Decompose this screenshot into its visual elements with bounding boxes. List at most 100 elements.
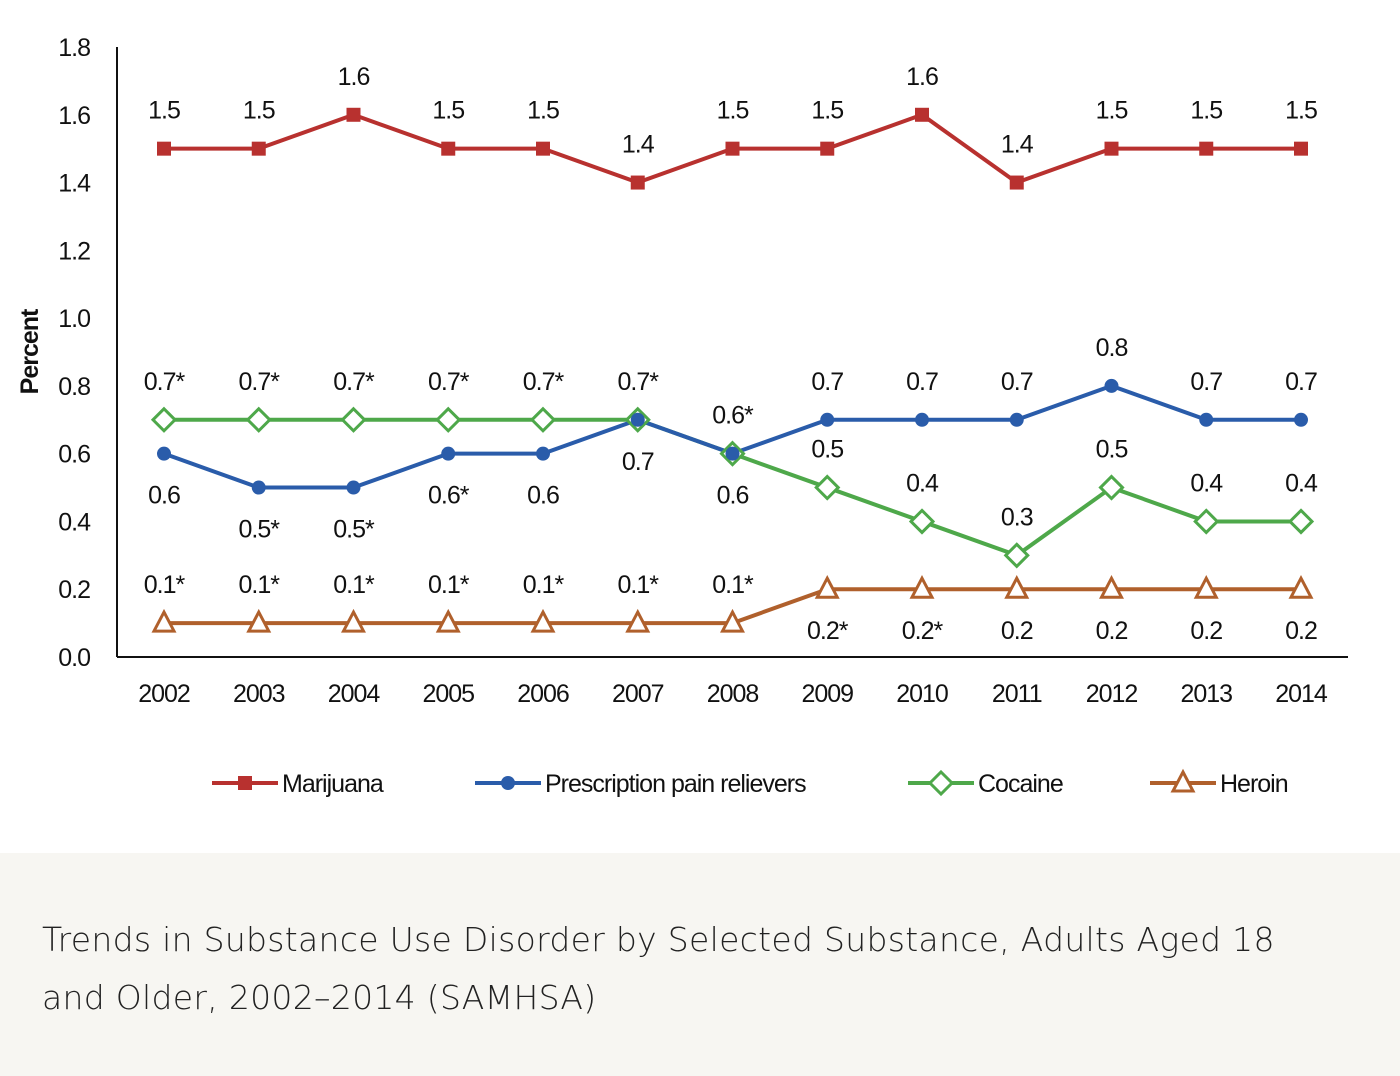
data-point bbox=[346, 107, 361, 122]
legend-marker-diamond bbox=[927, 769, 955, 797]
data-point bbox=[251, 141, 266, 156]
data-point bbox=[915, 412, 929, 427]
data-point bbox=[1104, 141, 1119, 156]
data-point bbox=[814, 575, 840, 599]
data-label: 0.6* bbox=[712, 402, 754, 430]
data-point bbox=[1288, 575, 1314, 599]
y-tick-label: 0.6 bbox=[58, 441, 90, 469]
legend-label: Prescription pain relievers bbox=[545, 770, 806, 798]
data-label: 1.4 bbox=[1001, 131, 1034, 159]
data-label: 0.7* bbox=[618, 368, 660, 396]
x-tick-label: 2006 bbox=[517, 680, 569, 708]
x-tick-label: 2013 bbox=[1180, 680, 1232, 708]
data-label: 0.4 bbox=[1285, 469, 1318, 497]
data-point bbox=[435, 608, 461, 633]
x-tick-label: 2014 bbox=[1275, 680, 1328, 708]
data-label: 0.7* bbox=[523, 368, 565, 396]
data-label: 0.8 bbox=[1096, 334, 1128, 362]
data-label: 0.1* bbox=[712, 571, 754, 599]
x-tick-label: 2003 bbox=[233, 680, 285, 708]
data-point bbox=[1104, 378, 1119, 393]
data-label: 0.7 bbox=[1190, 368, 1222, 396]
data-point bbox=[814, 474, 841, 501]
data-label: 0.7 bbox=[906, 368, 938, 396]
data-label: 0.1* bbox=[144, 571, 186, 599]
data-label: 1.6 bbox=[906, 63, 938, 91]
legend-marker-square bbox=[238, 776, 252, 790]
x-tick-label: 2005 bbox=[422, 680, 474, 708]
figure-caption-panel: Trends in Substance Use Disorder by Sele… bbox=[0, 853, 1400, 1076]
data-label: 0.7 bbox=[1285, 368, 1317, 396]
data-label: 0.5* bbox=[333, 516, 375, 544]
y-tick-label: 0.2 bbox=[58, 576, 90, 604]
data-label: 0.2* bbox=[902, 617, 944, 645]
data-label: 0.5 bbox=[811, 436, 843, 464]
data-point bbox=[1294, 412, 1308, 427]
x-tick-label: 2007 bbox=[612, 680, 664, 708]
data-label: 0.5* bbox=[239, 516, 281, 544]
x-tick-label: 2012 bbox=[1086, 680, 1138, 708]
data-point bbox=[1287, 508, 1315, 535]
data-point bbox=[441, 446, 456, 461]
data-label: 0.1* bbox=[523, 571, 565, 599]
data-label: 1.5 bbox=[243, 97, 275, 125]
data-point bbox=[251, 480, 266, 495]
y-tick-label: 0.0 bbox=[58, 644, 90, 672]
data-label: 0.7* bbox=[144, 368, 186, 396]
data-point bbox=[536, 141, 550, 156]
data-point bbox=[1003, 542, 1030, 569]
figure-caption: Trends in Substance Use Disorder by Sele… bbox=[42, 920, 1275, 1017]
x-tick-label: 2008 bbox=[707, 680, 759, 708]
y-tick-label: 1.8 bbox=[58, 34, 90, 62]
y-tick-label: 1.6 bbox=[58, 102, 90, 130]
data-label: 0.7 bbox=[1001, 368, 1033, 396]
data-point bbox=[625, 608, 651, 633]
data-label: 1.5 bbox=[1285, 97, 1317, 125]
data-point bbox=[909, 575, 935, 599]
data-point bbox=[435, 406, 462, 433]
x-tick-label: 2010 bbox=[896, 680, 948, 708]
data-point bbox=[630, 175, 645, 190]
data-point bbox=[157, 141, 171, 156]
y-tick-label: 1.2 bbox=[58, 237, 90, 265]
y-tick-label: 0.8 bbox=[58, 373, 90, 401]
data-label: 0.3 bbox=[1001, 503, 1033, 531]
data-point bbox=[530, 608, 556, 633]
data-point bbox=[246, 608, 272, 633]
data-label: 1.5 bbox=[1096, 97, 1128, 125]
data-label: 0.5 bbox=[1096, 436, 1128, 464]
y-tick-label: 0.4 bbox=[58, 508, 91, 536]
data-point bbox=[1193, 575, 1219, 599]
data-point bbox=[157, 446, 171, 461]
data-label: 1.6 bbox=[338, 63, 370, 91]
data-label: 0.7* bbox=[333, 368, 375, 396]
data-point bbox=[720, 608, 745, 633]
legend-label: Marijuana bbox=[282, 770, 384, 798]
data-point bbox=[820, 412, 835, 427]
y-tick-label: 1.0 bbox=[58, 305, 90, 333]
data-point bbox=[346, 480, 361, 495]
data-label: 0.6 bbox=[148, 482, 180, 510]
data-point bbox=[1004, 575, 1030, 599]
line-chart: 0.0 0.2 0.4 0.6 0.8 1.0 1.2 1.4 1.6 1.8 2002 2003 20… bbox=[16, 34, 1348, 798]
legend-label: Heroin bbox=[1220, 770, 1288, 798]
data-point bbox=[1199, 412, 1214, 427]
data-label: 1.4 bbox=[622, 131, 655, 159]
data-label: 0.6 bbox=[527, 482, 559, 510]
data-point bbox=[245, 406, 272, 433]
data-point bbox=[341, 608, 366, 633]
legend-marker-circle bbox=[501, 776, 515, 790]
data-label: 0.7 bbox=[811, 368, 843, 396]
y-axis-label: Percent bbox=[16, 308, 44, 394]
x-tick-label: 2009 bbox=[801, 680, 853, 708]
data-label: 0.7* bbox=[239, 368, 281, 396]
y-tick-label: 1.4 bbox=[58, 170, 91, 198]
data-label: 0.6 bbox=[717, 482, 749, 510]
data-label: 0.1* bbox=[333, 571, 375, 599]
data-label: 0.7* bbox=[428, 368, 470, 396]
data-point bbox=[150, 406, 178, 433]
data-label: 0.1* bbox=[618, 571, 660, 599]
data-point bbox=[1099, 575, 1124, 599]
x-tick-label: 2004 bbox=[328, 680, 381, 708]
data-point bbox=[441, 141, 456, 156]
